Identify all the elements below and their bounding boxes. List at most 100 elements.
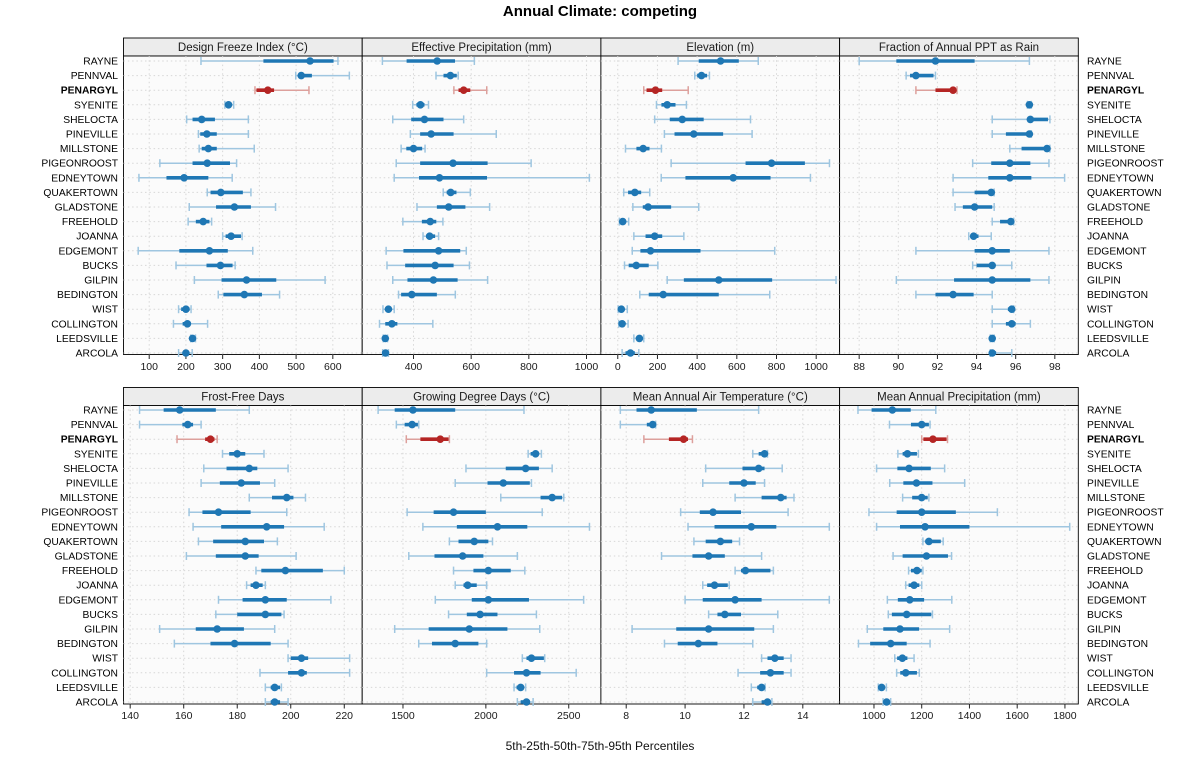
label: Frost-Free Days [201,392,284,404]
median-dot [175,406,184,414]
label: 160 [175,710,193,722]
label: PINEVILLE [1087,479,1139,490]
median-dot [388,320,396,328]
percentile-glyph-arcola [752,698,773,706]
label: WIST [92,305,118,316]
percentile-glyph-freehold [402,217,444,226]
label: QUAKERTOWN [1087,188,1162,199]
percentile-glyph-gilpin [158,625,276,633]
median-dot [416,101,425,109]
median-dot [426,217,435,226]
median-dot [704,552,713,560]
label: Fraction of Annual PPT as Rain [879,42,1039,54]
median-dot [882,698,891,706]
percentile-glyph-millstone [198,144,255,153]
median-dot [949,290,957,299]
label: Mean Annual Air Temperature (°C) [633,392,808,404]
median-dot [710,581,719,589]
percentile-glyph-freehold [618,217,630,226]
label: 800 [768,361,786,373]
median-dot [646,247,655,255]
median-dot [922,552,931,560]
median-dot [384,305,393,314]
median-dot [459,86,468,94]
percentile-glyph-gilpin [895,276,1050,284]
median-dot [647,406,656,414]
percentile-glyph-syenite [411,100,430,109]
median-dot [679,435,688,444]
label: LEEDSVILLE [1087,334,1149,345]
label: JOANNA [76,232,118,243]
median-dot [917,493,926,502]
median-dot [522,669,531,677]
percentile-glyph-shelocta [991,115,1051,124]
percentile-glyph-bedington [217,290,281,299]
label: PENNVAL [1087,71,1135,82]
median-dot [261,610,270,619]
label: MILLSTONE [60,144,118,155]
percentile-glyph-quakertown [952,188,996,197]
percentile-glyph-edgemont [631,246,776,255]
percentile-glyph-shelocta [392,115,465,124]
median-dot [632,261,641,270]
percentile-glyph-pineville [888,479,966,487]
median-dot [757,683,766,692]
median-dot [913,566,921,575]
median-dot [763,698,772,706]
percentile-glyph-quakertown [622,188,651,197]
percentile-glyph-joanna [245,581,267,590]
label: 1000 [805,361,829,373]
percentile-glyph-bedington [173,639,289,648]
median-dot [451,639,459,648]
label: 400 [688,361,706,373]
label: 300 [214,361,232,373]
label: BUCKS [1087,261,1123,272]
label: Elevation (m) [686,42,754,54]
label: 2000 [474,710,498,722]
median-dot [618,320,626,328]
percentile-glyph-leedsville [877,683,888,692]
label: BEDINGTON [1087,639,1148,650]
percentile-glyph-millstone [248,493,307,502]
panel-mean-annual-precipitation: Mean Annual Precipitation (mm) 1000 1200 14… [839,387,1079,722]
percentile-glyph-gladstone [632,203,700,211]
label: COLLINGTON [1087,319,1154,330]
label: FREEHOLD [62,566,118,577]
percentile-glyph-gilpin [392,276,489,284]
percentile-glyph-bucks [447,610,538,619]
median-dot [420,115,429,124]
percentiles-caption: 5th-25th-50th-75th-95th Percentiles [505,739,695,753]
percentile-glyph-millstone [734,493,795,502]
median-dot [760,450,769,458]
percentile-glyph-pineville [454,479,533,487]
median-dot [407,290,416,299]
median-dot [431,261,439,270]
label: COLLINGTON [51,319,118,330]
percentile-glyph-arcola [882,698,892,706]
percentile-glyph-joanna [967,232,992,241]
label: BEDINGTON [57,290,118,301]
median-dot [747,523,756,531]
percentile-glyph-bucks [175,261,236,270]
median-dot [771,654,779,662]
percentile-glyph-leedsville [633,334,645,343]
percentile-glyph-joanna [904,581,923,590]
label: MILLSTONE [1087,493,1145,504]
label: SYENITE [74,100,118,111]
percentile-glyph-penargyl [643,86,689,95]
percentile-glyph-gilpin [631,625,775,633]
label: SHELOCTA [1087,115,1142,126]
median-dot [740,479,748,487]
median-dot [548,493,556,502]
label: QUAKERTOWN [43,537,118,548]
percentile-glyph-arcola [621,349,640,357]
label: FREEHOLD [1087,217,1143,228]
percentile-glyph-bedington [857,639,931,648]
panel-body [839,405,1079,705]
label: WIST [1087,654,1113,665]
percentile-glyph-penargyl [176,435,218,444]
median-dot [886,639,895,648]
label: 90 [892,361,904,373]
percentile-glyph-rayne [857,406,937,414]
median-dot [230,639,239,648]
